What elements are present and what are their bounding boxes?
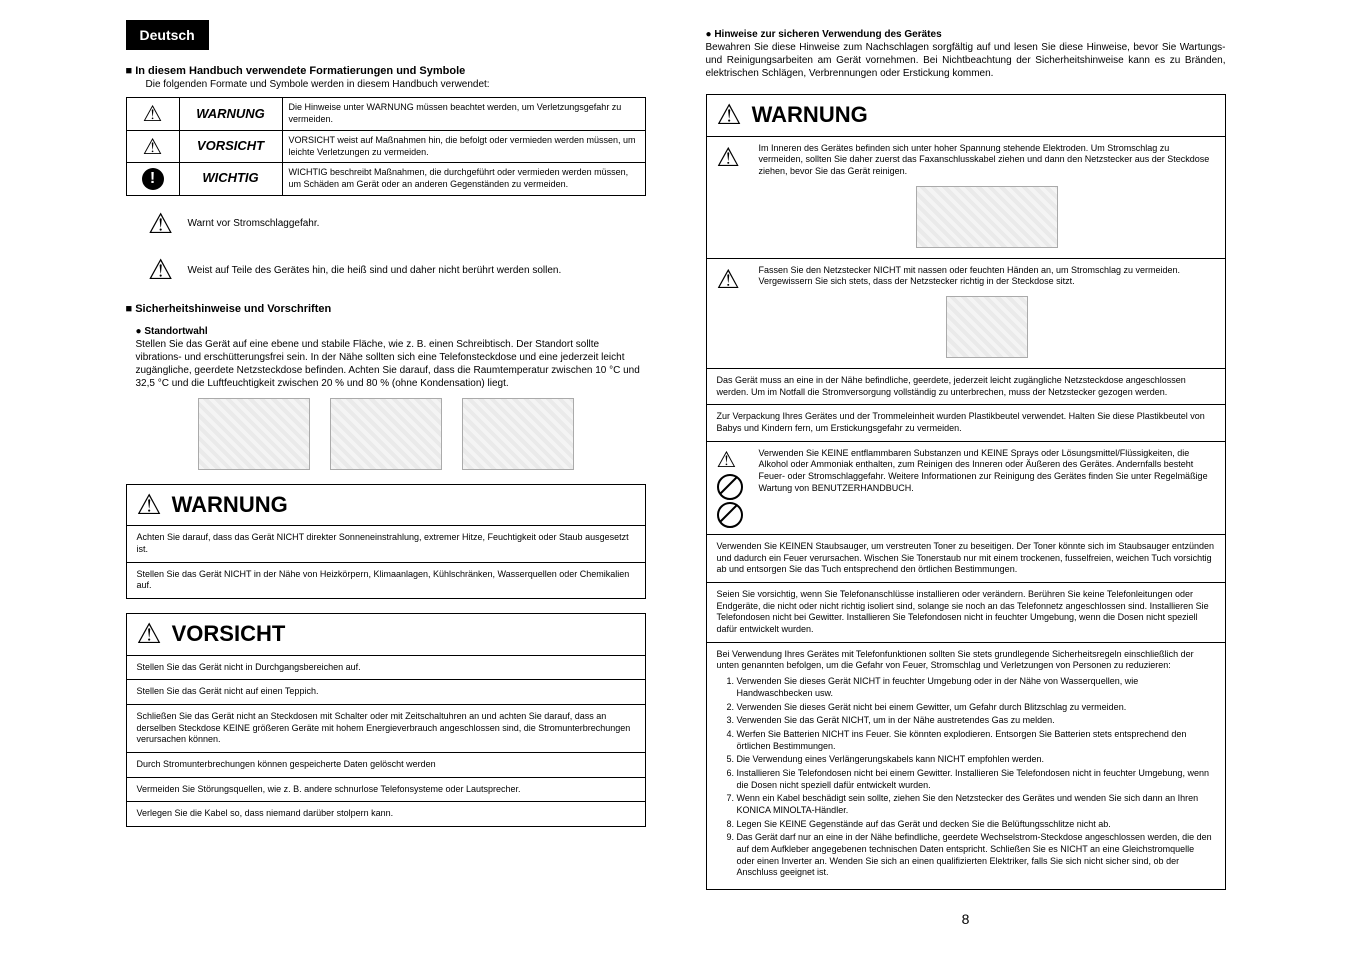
caution-row: Stellen Sie das Gerät nicht auf einen Te…	[127, 679, 645, 704]
illustration-placeholder	[330, 398, 442, 470]
illustration-placeholder	[198, 398, 310, 470]
shock-icon: ⚠	[717, 143, 749, 172]
caution-row: Vermeiden Sie Störungsquellen, wie z. B.…	[127, 777, 645, 802]
location-illustrations	[126, 398, 646, 470]
list-item: Installieren Sie Telefondosen nicht bei …	[737, 768, 1215, 791]
list-item: Werfen Sie Batterien NICHT ins Feuer. Si…	[737, 729, 1215, 752]
warning-triangle-icon: ⚠	[137, 491, 162, 519]
caution-label: VORSICHT	[179, 130, 282, 162]
warn-row-phone-install: Seien Sie vorsichtig, wenn Sie Telefonan…	[707, 582, 1225, 642]
safe-use-subtitle: Hinweise zur sicheren Verwendung des Ger…	[706, 28, 1226, 41]
list-item: Das Gerät darf nur an eine in der Nähe b…	[737, 832, 1215, 879]
caution-row: Verlegen Sie die Kabel so, dass niemand …	[127, 801, 645, 826]
wethands-illustration	[759, 296, 1215, 358]
warn-row-electrodes: ⚠ Im Inneren des Gerätes befinden sich u…	[707, 137, 1225, 258]
warning-box-header: ⚠ WARNUNG	[127, 485, 645, 527]
warn-row-outlet: Das Gerät muss an eine in der Nähe befin…	[707, 368, 1225, 404]
list-item: Wenn ein Kabel beschädigt sein sollte, z…	[737, 793, 1215, 816]
caution-row: Stellen Sie das Gerät nicht in Durchgang…	[127, 656, 645, 680]
shock-text: Warnt vor Stromschlaggefahr.	[188, 217, 320, 230]
formatting-table: ⚠ WARNUNG Die Hinweise unter WARNUNG müs…	[126, 97, 646, 195]
list-item: Verwenden Sie dieses Gerät NICHT in feuc…	[737, 676, 1215, 699]
caution-triangle-icon: ⚠	[143, 136, 163, 158]
prohibit-icon	[717, 474, 743, 500]
caution-row: Durch Stromunterbrechungen können gespei…	[127, 752, 645, 777]
important-desc: WICHTIG beschreibt Maßnahmen, die durchg…	[282, 163, 645, 195]
location-subtitle: Standortwahl	[136, 325, 646, 338]
warning-box: ⚠ WARNUNG Achten Sie darauf, dass das Ge…	[126, 484, 646, 599]
section-formatting-intro: Die folgenden Formate und Symbole werden…	[146, 78, 646, 91]
shock-warning-row: ⚠ Warnt vor Stromschlaggefahr.	[146, 206, 646, 242]
caution-triangle-icon: ⚠	[137, 620, 162, 648]
hot-surface-icon: ⚠	[146, 252, 176, 288]
right-warning-header: ⚠ WARNUNG	[707, 95, 1225, 137]
safe-use-intro: Bewahren Sie diese Hinweise zum Nachschl…	[706, 41, 1226, 80]
right-column: Hinweise zur sicheren Verwendung des Ger…	[706, 20, 1226, 928]
caution-box-header: ⚠ VORSICHT	[127, 614, 645, 656]
illustration-placeholder	[946, 296, 1028, 358]
caution-row: Schließen Sie das Gerät nicht an Steckdo…	[127, 704, 645, 752]
safety-section-title: Sicherheitshinweise und Vorschriften	[126, 302, 646, 316]
warning-triangle-icon: ⚠	[717, 101, 742, 129]
warn-text: Im Inneren des Gerätes befinden sich unt…	[759, 143, 1215, 178]
warning-row-1: Achten Sie darauf, dass das Gerät NICHT …	[127, 526, 645, 561]
list-item: Legen Sie KEINE Gegenstände auf das Gerä…	[737, 819, 1215, 831]
plug-illustration	[759, 186, 1215, 248]
prohibit-icon	[717, 502, 743, 528]
phone-rules-intro: Bei Verwendung Ihres Gerätes mit Telefon…	[717, 649, 1215, 672]
illustration-placeholder	[462, 398, 574, 470]
hot-text: Weist auf Teile des Gerätes hin, die hei…	[188, 264, 562, 277]
list-item: Die Verwendung eines Verlängerungskabels…	[737, 754, 1215, 766]
illustration-placeholder	[916, 186, 1058, 248]
language-tab: Deutsch	[126, 20, 209, 50]
right-warning-title: WARNUNG	[752, 101, 868, 130]
caution-box: ⚠ VORSICHT Stellen Sie das Gerät nicht i…	[126, 613, 646, 827]
warn-row-flammable: ⚠ Verwenden Sie KEINE entflammbaren Subs…	[707, 441, 1225, 534]
warning-row-2: Stellen Sie das Gerät NICHT in der Nähe …	[127, 562, 645, 598]
hot-warning-row: ⚠ Weist auf Teile des Gerätes hin, die h…	[146, 252, 646, 288]
table-row: ⚠ WARNUNG Die Hinweise unter WARNUNG müs…	[126, 98, 645, 130]
table-row: ! WICHTIG WICHTIG beschreibt Maßnahmen, …	[126, 163, 645, 195]
list-item: Verwenden Sie dieses Gerät nicht bei ein…	[737, 702, 1215, 714]
important-icon-cell: !	[126, 163, 179, 195]
important-circle-icon: !	[142, 168, 164, 190]
warning-label: WARNUNG	[179, 98, 282, 130]
warn-text: Verwenden Sie KEINE entflammbaren Substa…	[759, 448, 1215, 495]
section-formatting-title: In diesem Handbuch verwendete Formatieru…	[126, 64, 646, 78]
prohibit-icons: ⚠	[717, 448, 749, 528]
warn-row-vacuum: Verwenden Sie KEINEN Staubsauger, um ver…	[707, 534, 1225, 582]
warning-triangle-icon: ⚠	[143, 103, 163, 125]
warn-text: Fassen Sie den Netzstecker NICHT mit nas…	[759, 265, 1215, 288]
warning-desc: Die Hinweise unter WARNUNG müssen beacht…	[282, 98, 645, 130]
left-column: Deutsch In diesem Handbuch verwendete Fo…	[126, 20, 646, 928]
warn-row-wethands: ⚠ Fassen Sie den Netzstecker NICHT mit n…	[707, 258, 1225, 368]
caution-desc: VORSICHT weist auf Maßnahmen hin, die be…	[282, 130, 645, 162]
list-item: Verwenden Sie das Gerät NICHT, um in der…	[737, 715, 1215, 727]
caution-icon-cell: ⚠	[126, 130, 179, 162]
important-label: WICHTIG	[179, 163, 282, 195]
table-row: ⚠ VORSICHT VORSICHT weist auf Maßnahmen …	[126, 130, 645, 162]
shock-icon: ⚠	[146, 206, 176, 242]
warning-icon-cell: ⚠	[126, 98, 179, 130]
warn-row-phone-rules: Bei Verwendung Ihres Gerätes mit Telefon…	[707, 642, 1225, 889]
shock-icon: ⚠	[717, 265, 749, 294]
page-number: 8	[706, 910, 1226, 928]
warning-box-title: WARNUNG	[172, 491, 288, 520]
caution-box-title: VORSICHT	[172, 620, 286, 649]
location-text: Stellen Sie das Gerät auf eine ebene und…	[136, 338, 646, 390]
warn-row-plastic: Zur Verpackung Ihres Gerätes und der Tro…	[707, 404, 1225, 440]
right-warning-box: ⚠ WARNUNG ⚠ Im Inneren des Gerätes befin…	[706, 94, 1226, 890]
phone-rules-list: Verwenden Sie dieses Gerät NICHT in feuc…	[717, 676, 1215, 879]
fire-icon: ⚠	[717, 448, 749, 472]
